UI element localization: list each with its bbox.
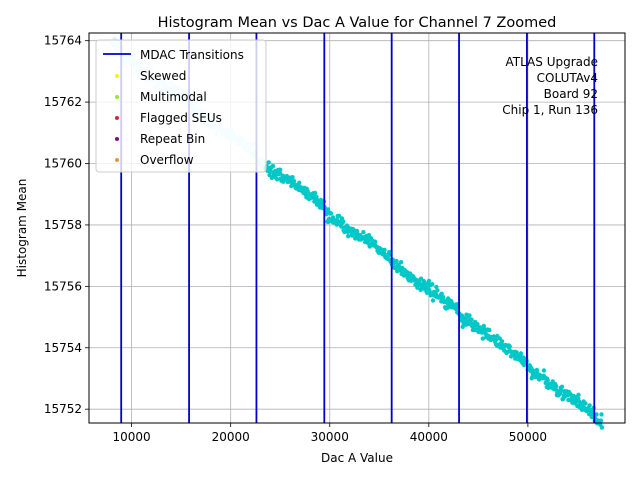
legend: MDAC Transitions Skewed Multimodal Flagg… <box>95 39 267 173</box>
data-point <box>545 378 550 383</box>
data-point <box>291 178 297 184</box>
plot-frame <box>88 32 626 424</box>
legend-label-flagged-seus: Flagged SEUs <box>140 111 222 125</box>
data-point <box>514 350 519 355</box>
data-point <box>594 412 599 417</box>
data-point <box>325 207 331 212</box>
data-point <box>553 384 559 389</box>
data-point <box>481 323 486 329</box>
chart-title: Histogram Mean vs Dac A Value for Channe… <box>158 15 557 31</box>
data-point <box>435 288 440 293</box>
data-point <box>541 368 547 373</box>
x-tick-label: 10000 <box>113 430 151 444</box>
data-point <box>587 403 592 408</box>
annotation-line-4: Chip 1, Run 136 <box>502 103 598 117</box>
data-point <box>499 339 505 344</box>
legend-swatch-skewed <box>115 74 119 78</box>
data-point <box>440 294 446 300</box>
data-point <box>278 167 283 172</box>
data-point <box>559 384 565 389</box>
data-point <box>266 160 271 165</box>
data-point <box>467 313 472 318</box>
data-point <box>599 412 604 417</box>
data-point <box>480 336 485 341</box>
data-point <box>394 258 399 264</box>
legend-swatch-repeat-bin <box>115 137 119 141</box>
data-point <box>361 229 366 235</box>
data-point <box>434 284 439 290</box>
run-annotation: ATLAS Upgrade COLUTAv4 Board 92 Chip 1, … <box>502 55 598 117</box>
data-point <box>398 260 404 265</box>
y-tick-label: 15752 <box>44 402 82 416</box>
data-point <box>507 344 512 349</box>
x-tick-label: 40000 <box>410 430 448 444</box>
data-point <box>475 321 480 327</box>
data-point <box>349 233 355 238</box>
x-tick-label: 20000 <box>212 430 250 444</box>
legend-swatch-multimodal <box>115 95 119 99</box>
data-point <box>270 163 276 169</box>
annotation-line-1: ATLAS Upgrade <box>505 55 598 69</box>
data-point <box>598 418 604 423</box>
data-point <box>469 317 474 322</box>
legend-label-skewed: Skewed <box>140 69 186 83</box>
legend-label-repeat-bin: Repeat Bin <box>140 132 205 146</box>
y-tick-label: 15756 <box>44 279 82 293</box>
y-axis-ticks: 15752 15754 15756 15758 15760 15762 15764 <box>44 34 89 416</box>
legend-label-overflow: Overflow <box>140 153 194 167</box>
legend-swatch-overflow <box>115 158 119 162</box>
data-point <box>449 299 454 304</box>
data-point <box>487 327 492 333</box>
data-point <box>430 298 436 303</box>
data-point <box>336 213 342 218</box>
y-tick-label: 15758 <box>44 218 82 232</box>
legend-box <box>95 39 267 173</box>
data-point <box>346 234 351 239</box>
data-point <box>297 180 302 185</box>
data-point <box>341 219 346 224</box>
x-axis-ticks: 10000 20000 30000 40000 50000 <box>113 423 547 444</box>
annotation-line-3: Board 92 <box>544 87 598 101</box>
data-point <box>430 282 435 287</box>
y-tick-label: 15764 <box>44 34 82 48</box>
y-tick-label: 15760 <box>44 157 82 171</box>
data-point <box>599 425 605 430</box>
data-point <box>576 392 581 397</box>
y-tick-label: 15762 <box>44 95 82 109</box>
data-point <box>305 189 310 194</box>
data-point <box>324 212 329 217</box>
x-tick-label: 50000 <box>509 430 547 444</box>
data-point <box>427 289 432 294</box>
data-point <box>312 190 318 196</box>
data-point <box>290 175 295 180</box>
data-point <box>382 247 387 253</box>
data-point <box>493 337 499 343</box>
y-axis-label: Histogram Mean <box>15 179 29 278</box>
legend-label-multimodal: Multimodal <box>140 90 207 104</box>
y-tick-label: 15754 <box>44 341 82 355</box>
legend-swatch-flagged-seus <box>115 116 119 120</box>
data-point <box>518 351 524 356</box>
x-tick-label: 30000 <box>311 430 349 444</box>
data-point <box>328 211 334 216</box>
x-axis-label: Dac A Value <box>321 451 393 465</box>
grid-lines <box>89 33 625 423</box>
data-point <box>583 401 588 406</box>
data-point <box>275 177 280 182</box>
legend-label-mdac-transitions: MDAC Transitions <box>140 48 244 62</box>
data-point <box>314 194 319 200</box>
annotation-line-2: COLUTAv4 <box>537 71 598 85</box>
data-point <box>426 278 432 284</box>
